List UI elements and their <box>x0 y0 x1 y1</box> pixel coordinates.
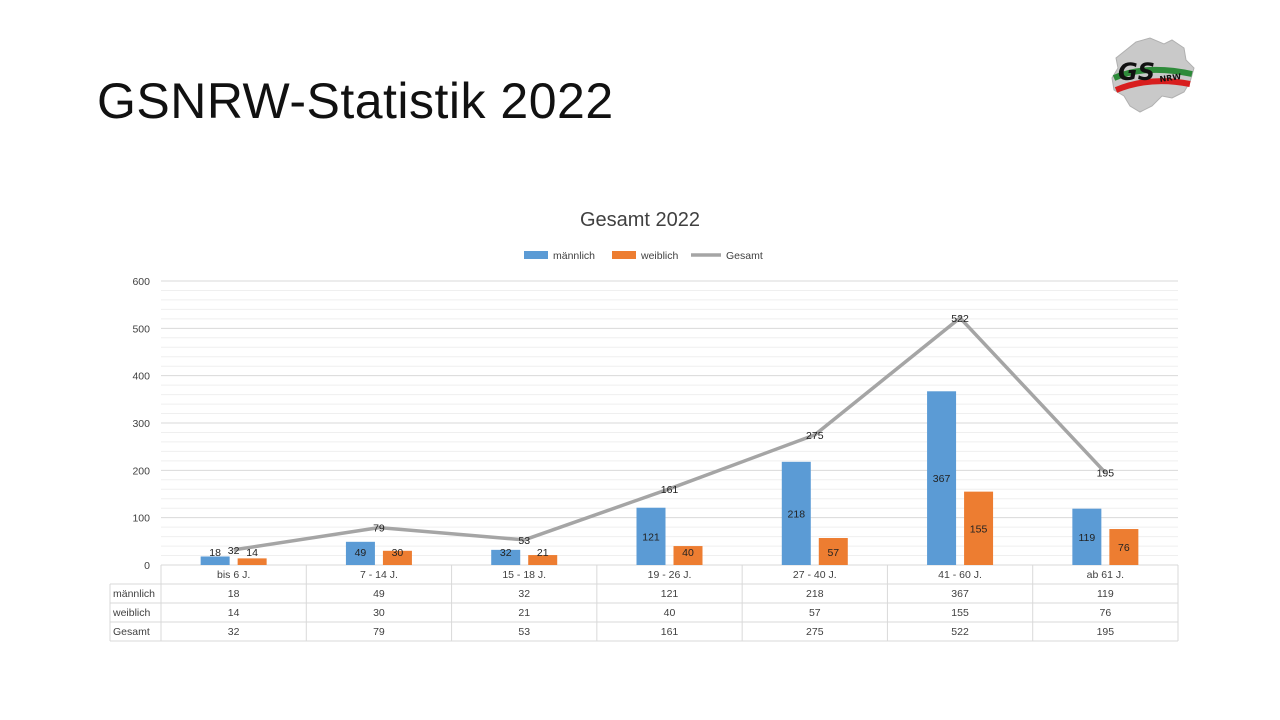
data-labels: 18 49 32 121 218 367 119 14 30 21 40 57 155 76 32 79 53 1… <box>209 313 1130 559</box>
table-cell: 49 <box>373 588 385 600</box>
line-data-label: 522 <box>951 313 969 325</box>
bar-maennlich <box>781 461 811 565</box>
bar-data-label: 40 <box>682 547 694 559</box>
table-cell: 30 <box>373 607 385 619</box>
bar-maennlich <box>927 391 957 565</box>
logo-green-swoosh <box>1112 66 1193 81</box>
category-label: 15 - 18 J. <box>502 569 546 581</box>
logo-red-swoosh <box>1114 78 1191 93</box>
logo-map-shape <box>1111 37 1195 113</box>
bar-data-label: 14 <box>246 547 258 559</box>
table-row-label: weiblich <box>112 607 151 619</box>
line-data-label: 161 <box>661 484 679 496</box>
table-cell: 195 <box>1097 626 1115 638</box>
y-tick-label: 400 <box>132 371 150 383</box>
bar-maennlich <box>200 556 230 565</box>
bar-maennlich <box>636 507 666 565</box>
table-row-label: Gesamt <box>113 626 150 638</box>
line-data-label: 79 <box>373 523 385 535</box>
bar-data-label: 218 <box>788 508 806 520</box>
legend-label: weiblich <box>640 250 679 262</box>
category-label: 19 - 26 J. <box>648 569 692 581</box>
legend-label: Gesamt <box>726 250 763 262</box>
y-tick-label: 0 <box>144 560 150 572</box>
line-data-label: 195 <box>1097 468 1115 480</box>
table-cell: 57 <box>809 607 821 619</box>
line-data-label: 275 <box>806 430 824 442</box>
bar-weiblich <box>382 550 412 565</box>
table-cell: 53 <box>518 626 530 638</box>
category-label: ab 61 J. <box>1087 569 1124 581</box>
category-label: 7 - 14 J. <box>360 569 398 581</box>
bar-data-label: 57 <box>827 547 839 559</box>
legend-swatch <box>612 251 636 259</box>
table-cell: 522 <box>951 626 969 638</box>
table-cell: 155 <box>951 607 969 619</box>
bar-data-label: 21 <box>537 547 549 559</box>
bar-data-label: 367 <box>933 473 951 485</box>
legend-label: männlich <box>553 250 595 262</box>
table-cell: 218 <box>806 588 824 600</box>
bar-data-label: 49 <box>355 547 367 559</box>
y-tick-label: 600 <box>132 276 150 288</box>
gs-nrw-logo: GS NRW <box>1111 37 1195 113</box>
table-cell: 76 <box>1100 607 1112 619</box>
line-data-label: 32 <box>228 545 240 557</box>
bar-data-label: 119 <box>1078 532 1095 544</box>
table-cell: 18 <box>228 588 240 600</box>
bar-weiblich <box>964 491 994 565</box>
data-table: bis 6 J. 7 - 14 J. 15 - 18 J. 19 - 26 J. 27 … <box>109 565 1179 642</box>
bar-data-label: 18 <box>209 547 221 559</box>
bar-weiblich <box>528 555 558 565</box>
logo-subtext: NRW <box>1159 72 1182 84</box>
category-label: bis 6 J. <box>217 569 250 581</box>
table-cell: 40 <box>664 607 676 619</box>
y-axis: 0 100 200 300 400 500 600 <box>132 276 150 572</box>
legend: männlich weiblich Gesamt <box>524 250 763 262</box>
bar-data-label: 121 <box>642 531 660 543</box>
bar-maennlich <box>1072 508 1102 565</box>
chart-title: Gesamt 2022 <box>580 209 700 231</box>
category-label: 27 - 40 J. <box>793 569 837 581</box>
bar-data-label: 76 <box>1118 542 1130 554</box>
table-cell: 121 <box>661 588 679 600</box>
y-tick-label: 200 <box>132 465 150 477</box>
y-tick-label: 500 <box>132 323 150 335</box>
table-cell: 32 <box>228 626 240 638</box>
table-cell: 21 <box>518 607 530 619</box>
legend-swatch <box>524 251 548 259</box>
line-data-label: 53 <box>518 535 530 547</box>
bar-weiblich <box>673 546 703 565</box>
bar-data-label: 155 <box>970 523 988 535</box>
y-tick-label: 300 <box>132 418 150 430</box>
table-cell: 79 <box>373 626 385 638</box>
table-row-label: männlich <box>113 588 155 600</box>
lines <box>233 316 1107 552</box>
bar-data-label: 30 <box>392 547 404 559</box>
table-cell: 275 <box>806 626 824 638</box>
slide-title: GSNRW-Statistik 2022 <box>97 73 614 129</box>
table-cell: 119 <box>1097 588 1114 600</box>
line-gesamt <box>233 316 1107 552</box>
logo-text: GS <box>1118 58 1155 86</box>
bar-data-label: 32 <box>500 547 512 559</box>
table-cell: 367 <box>951 588 969 600</box>
bar-maennlich <box>491 549 521 565</box>
bar-weiblich <box>1109 529 1139 565</box>
y-tick-label: 100 <box>132 513 150 525</box>
gridlines <box>161 280 1178 566</box>
bar-maennlich <box>345 541 375 565</box>
bar-weiblich <box>237 558 267 565</box>
category-label: 41 - 60 J. <box>938 569 982 581</box>
bars <box>200 391 1139 565</box>
table-cell: 14 <box>228 607 240 619</box>
bar-weiblich <box>818 538 848 565</box>
table-cell: 161 <box>661 626 679 638</box>
table-cell: 32 <box>518 588 530 600</box>
